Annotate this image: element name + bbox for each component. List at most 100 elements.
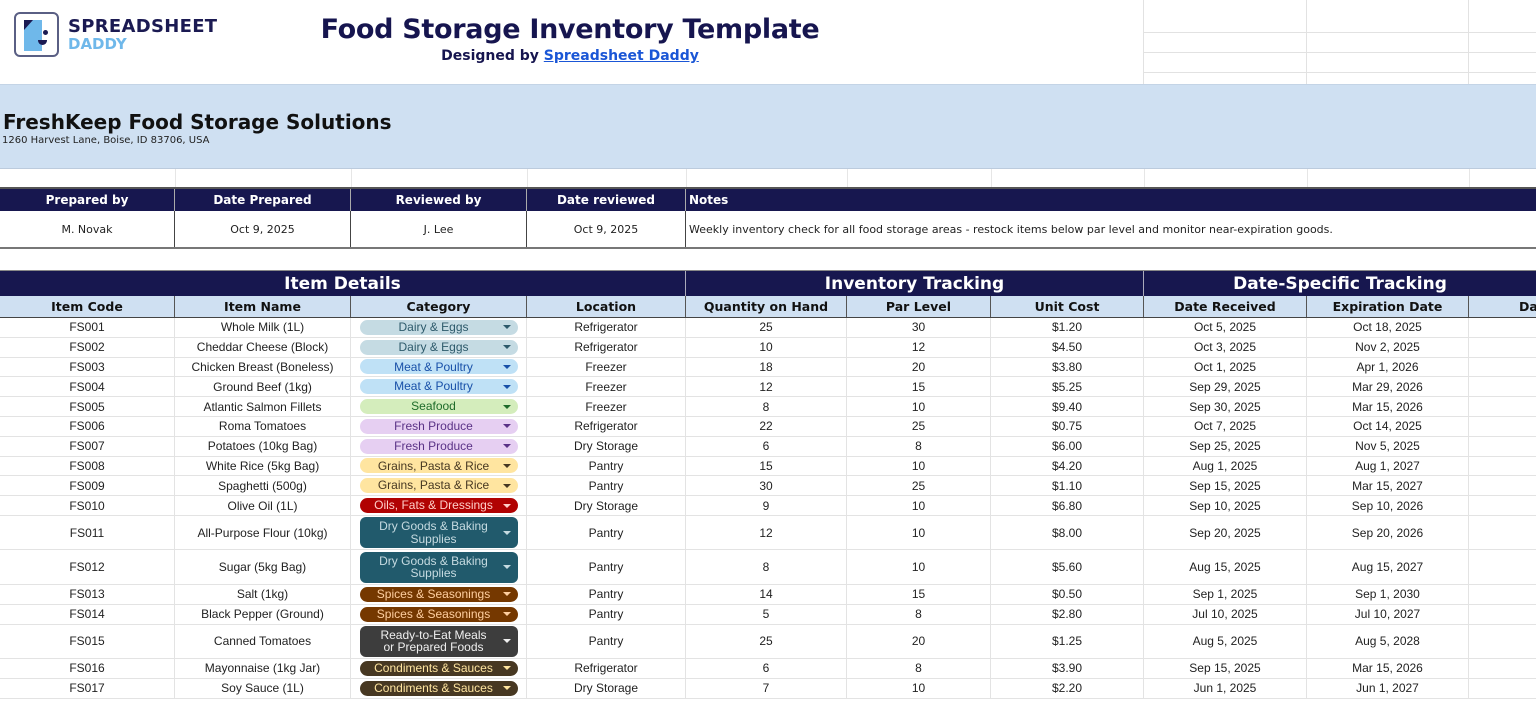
expiration-date-cell[interactable]: Oct 14, 2025 <box>1307 416 1469 436</box>
par-level-cell[interactable]: 15 <box>847 377 991 397</box>
unit-cost-cell[interactable]: $0.50 <box>991 584 1144 604</box>
item-name-cell[interactable]: Black Pepper (Ground) <box>175 604 351 624</box>
par-level-cell[interactable]: 10 <box>847 550 991 584</box>
unit-cost-cell[interactable]: $0.75 <box>991 416 1144 436</box>
col-date-truncated[interactable]: Da <box>1519 299 1536 314</box>
item-name-cell[interactable]: Cheddar Cheese (Block) <box>175 337 351 357</box>
category-dropdown[interactable]: Dry Goods & Baking Supplies <box>359 551 518 583</box>
col-category[interactable]: Category <box>351 296 527 317</box>
quantity-cell[interactable]: 12 <box>686 377 847 397</box>
location-cell[interactable]: Pantry <box>527 624 686 659</box>
item-name-cell[interactable]: All-Purpose Flour (10kg) <box>175 515 351 550</box>
item-code-cell[interactable]: FS011 <box>0 515 175 550</box>
col-par-level[interactable]: Par Level <box>847 296 991 317</box>
quantity-cell[interactable]: 10 <box>686 337 847 357</box>
date-received-cell[interactable]: Jul 10, 2025 <box>1144 604 1307 624</box>
date-extra-cell[interactable] <box>1469 318 1536 337</box>
date-received-cell[interactable]: Oct 1, 2025 <box>1144 357 1307 377</box>
par-level-cell[interactable]: 25 <box>847 416 991 436</box>
location-cell[interactable]: Dry Storage <box>527 496 686 515</box>
expiration-date-cell[interactable]: Aug 1, 2027 <box>1307 456 1469 476</box>
item-code-cell[interactable]: FS015 <box>0 624 175 659</box>
item-code-cell[interactable]: FS016 <box>0 659 175 678</box>
date-extra-cell[interactable] <box>1469 338 1536 357</box>
item-code-cell[interactable]: FS001 <box>0 318 175 337</box>
unit-cost-cell[interactable]: $9.40 <box>991 397 1144 416</box>
location-cell[interactable]: Pantry <box>527 476 686 496</box>
par-level-cell[interactable]: 20 <box>847 357 991 377</box>
location-cell[interactable]: Refrigerator <box>527 337 686 357</box>
item-name-cell[interactable]: White Rice (5kg Bag) <box>175 456 351 476</box>
quantity-cell[interactable]: 5 <box>686 604 847 624</box>
item-code-cell[interactable]: FS003 <box>0 357 175 377</box>
expiration-date-cell[interactable]: Jul 10, 2027 <box>1307 604 1469 624</box>
quantity-cell[interactable]: 6 <box>686 436 847 456</box>
par-level-cell[interactable]: 8 <box>847 436 991 456</box>
company-name[interactable]: FreshKeep Food Storage Solutions <box>3 110 392 134</box>
location-cell[interactable]: Freezer <box>527 357 686 377</box>
expiration-date-cell[interactable]: Sep 20, 2026 <box>1307 515 1469 550</box>
quantity-cell[interactable]: 14 <box>686 584 847 604</box>
par-level-cell[interactable]: 20 <box>847 624 991 659</box>
category-dropdown[interactable]: Condiments & Sauces <box>359 660 518 676</box>
col-expiration-date[interactable]: Expiration Date <box>1307 296 1469 317</box>
location-cell[interactable]: Pantry <box>527 584 686 604</box>
company-address[interactable]: 1260 Harvest Lane, Boise, ID 83706, USA <box>2 135 210 146</box>
par-level-cell[interactable]: 10 <box>847 515 991 550</box>
category-dropdown[interactable]: Spices & Seasonings <box>359 606 518 622</box>
item-code-cell[interactable]: FS007 <box>0 436 175 456</box>
date-extra-cell[interactable] <box>1469 605 1536 624</box>
unit-cost-cell[interactable]: $5.25 <box>991 377 1144 397</box>
quantity-cell[interactable]: 25 <box>686 624 847 659</box>
category-dropdown[interactable]: Fresh Produce <box>359 438 518 454</box>
location-cell[interactable]: Dry Storage <box>527 678 686 698</box>
quantity-cell[interactable]: 8 <box>686 397 847 416</box>
item-code-cell[interactable]: FS014 <box>0 604 175 624</box>
item-code-cell[interactable]: FS004 <box>0 377 175 397</box>
date-received-cell[interactable]: Sep 30, 2025 <box>1144 397 1307 416</box>
col-unit-cost[interactable]: Unit Cost <box>991 296 1144 317</box>
quantity-cell[interactable]: 7 <box>686 678 847 698</box>
quantity-cell[interactable]: 18 <box>686 357 847 377</box>
date-received-cell[interactable]: Sep 29, 2025 <box>1144 377 1307 397</box>
item-name-cell[interactable]: Ground Beef (1kg) <box>175 377 351 397</box>
location-cell[interactable]: Pantry <box>527 550 686 584</box>
unit-cost-cell[interactable]: $3.80 <box>991 357 1144 377</box>
expiration-date-cell[interactable]: Sep 1, 2030 <box>1307 584 1469 604</box>
date-received-cell[interactable]: Sep 10, 2025 <box>1144 496 1307 515</box>
unit-cost-cell[interactable]: $6.80 <box>991 496 1144 515</box>
par-level-cell[interactable]: 8 <box>847 604 991 624</box>
category-dropdown[interactable]: Meat & Poultry <box>359 379 518 395</box>
date-received-cell[interactable]: Aug 15, 2025 <box>1144 550 1307 584</box>
col-item-name[interactable]: Item Name <box>175 296 351 317</box>
date-received-cell[interactable]: Oct 3, 2025 <box>1144 337 1307 357</box>
unit-cost-cell[interactable]: $1.25 <box>991 624 1144 659</box>
unit-cost-cell[interactable]: $1.20 <box>991 318 1144 337</box>
item-name-cell[interactable]: Soy Sauce (1L) <box>175 678 351 698</box>
unit-cost-cell[interactable]: $4.50 <box>991 337 1144 357</box>
par-level-cell[interactable]: 12 <box>847 337 991 357</box>
item-name-cell[interactable]: Salt (1kg) <box>175 584 351 604</box>
expiration-date-cell[interactable]: Mar 15, 2026 <box>1307 397 1469 416</box>
expiration-date-cell[interactable]: Apr 1, 2026 <box>1307 357 1469 377</box>
quantity-cell[interactable]: 6 <box>686 659 847 678</box>
item-name-cell[interactable]: Roma Tomatoes <box>175 416 351 436</box>
par-level-cell[interactable]: 30 <box>847 318 991 337</box>
location-cell[interactable]: Refrigerator <box>527 318 686 337</box>
unit-cost-cell[interactable]: $2.80 <box>991 604 1144 624</box>
location-cell[interactable]: Pantry <box>527 604 686 624</box>
quantity-cell[interactable]: 30 <box>686 476 847 496</box>
quantity-cell[interactable]: 25 <box>686 318 847 337</box>
item-code-cell[interactable]: FS009 <box>0 476 175 496</box>
col-location[interactable]: Location <box>527 296 686 317</box>
item-name-cell[interactable]: Mayonnaise (1kg Jar) <box>175 659 351 678</box>
unit-cost-cell[interactable]: $4.20 <box>991 456 1144 476</box>
col-date-received[interactable]: Date Received <box>1144 296 1307 317</box>
date-extra-cell[interactable] <box>1469 496 1536 515</box>
quantity-cell[interactable]: 22 <box>686 416 847 436</box>
expiration-date-cell[interactable]: Nov 2, 2025 <box>1307 337 1469 357</box>
par-level-cell[interactable]: 25 <box>847 476 991 496</box>
date-received-cell[interactable]: Oct 5, 2025 <box>1144 318 1307 337</box>
quantity-cell[interactable]: 9 <box>686 496 847 515</box>
par-level-cell[interactable]: 10 <box>847 496 991 515</box>
